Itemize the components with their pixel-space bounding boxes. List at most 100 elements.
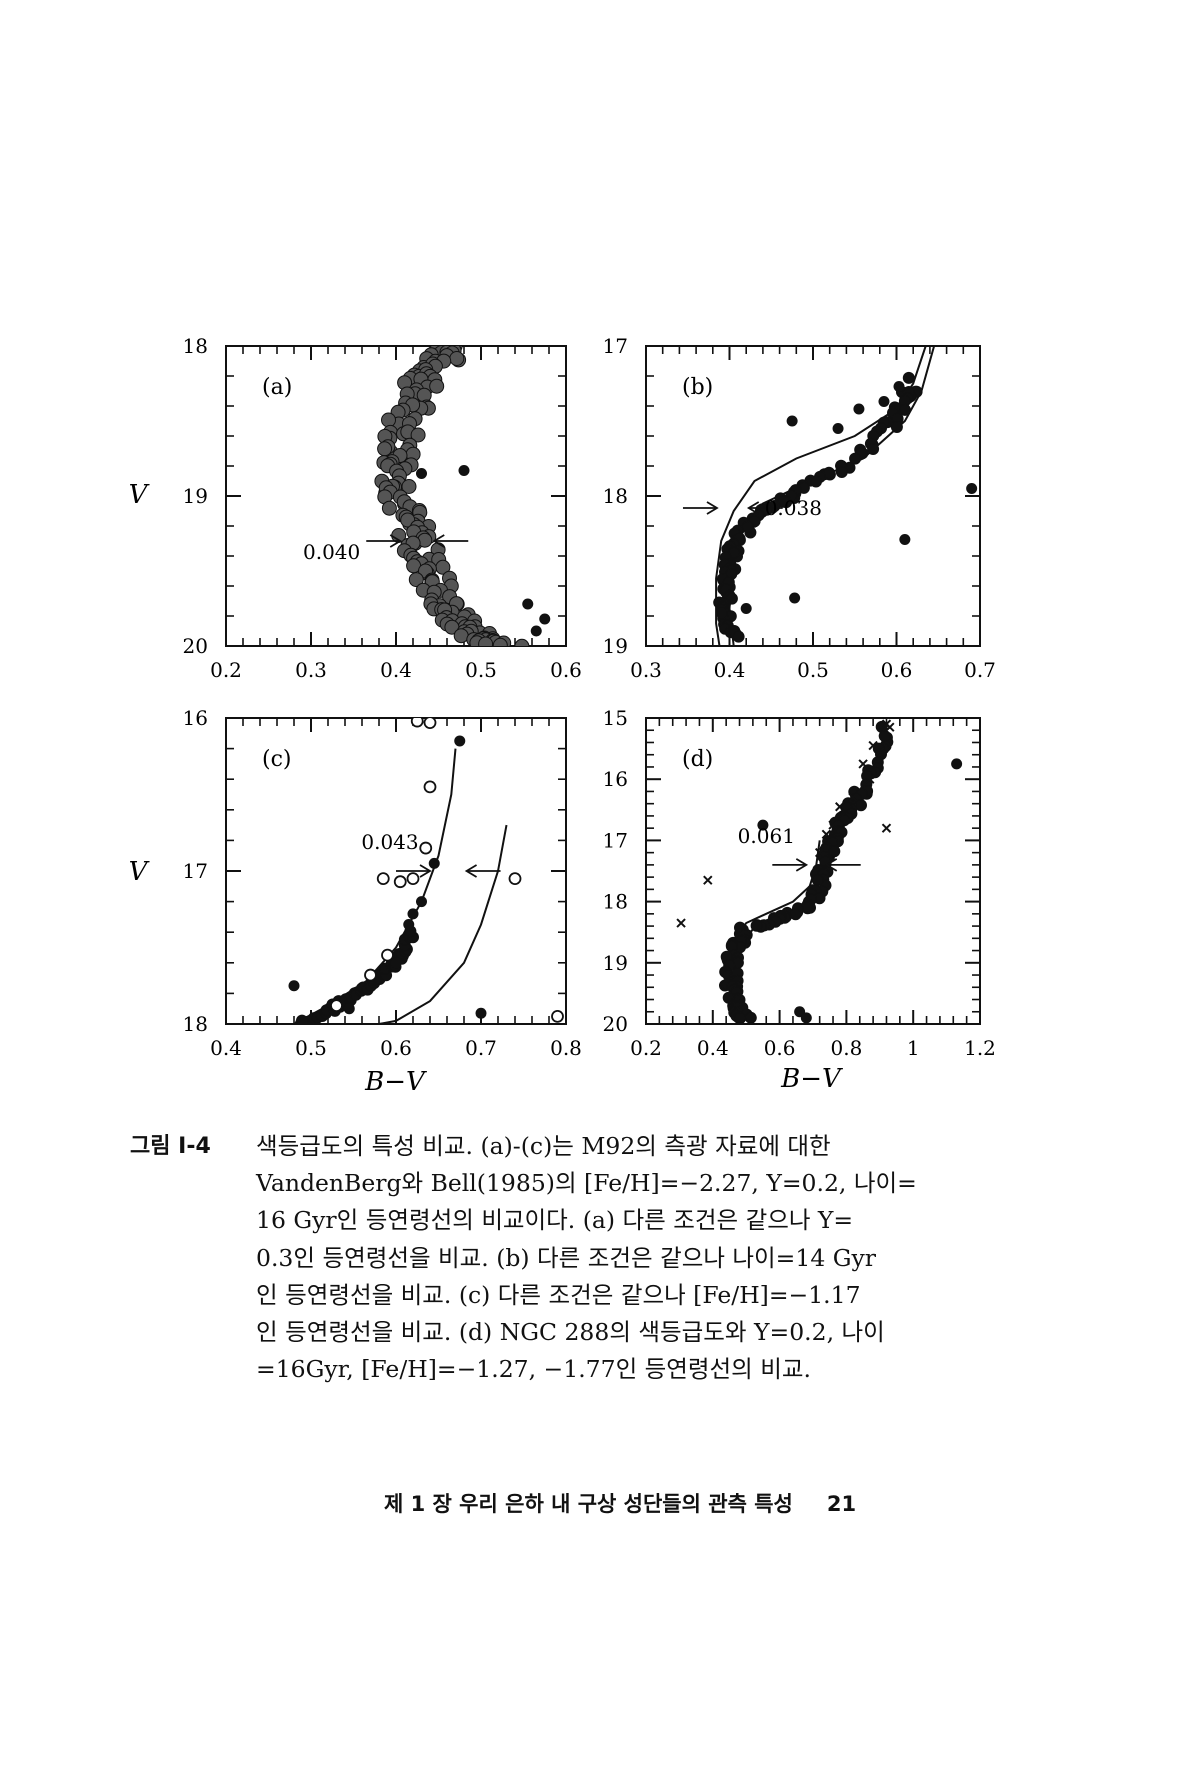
star-point [377,441,393,457]
star-point-cross [865,774,875,784]
width-arrow-left-head [389,534,402,548]
panel-tag: (a) [262,375,292,400]
x-tick-label: 1.2 [964,1036,996,1060]
y-tick-label: 18 [603,890,628,914]
star-point-filled [343,1003,355,1015]
star-point [750,919,763,932]
star-point-filled [428,857,440,869]
width-label: 0.043 [361,830,418,854]
star-point-open [508,872,522,886]
y-tick-label: 16 [603,767,628,791]
star-point [429,378,445,394]
y-tick-label: 19 [603,951,628,975]
star-point-filled [475,1007,487,1019]
star-point-filled [407,908,419,920]
panel-tag: (b) [682,375,713,400]
y-tick-label: 19 [603,634,628,658]
star-point-open [330,999,343,1013]
star-point-filled [454,735,466,747]
star-point [734,1012,747,1024]
star-point-open [393,875,407,889]
caption-line: 0.3인 등연령선을 비교. (b) 다른 조건은 같으나 나이=14 Gyr [256,1243,877,1272]
star-point [744,1011,757,1024]
x-tick-label: 0.5 [797,658,829,682]
star-point [741,520,754,533]
star-point [810,475,822,488]
star-point [867,443,880,455]
figure-caption: 그림 I-4 색등급도의 특성 비교. (a)-(c)는 M92의 측광 자료에… [130,1128,1030,1388]
width-arrow-right-head [464,864,478,878]
x-tick-label: 0.4 [714,658,746,682]
v-axis-label-top: V [129,480,150,510]
star-point [381,500,397,516]
star-point-cross [676,918,686,928]
star-point [902,371,915,384]
y-tick-label: 17 [183,859,208,883]
running-title: 제 1 장 우리 은하 내 구상 성단들의 관측 특성 [384,1492,793,1516]
x-tick-label: 0.4 [380,658,412,682]
star-point-cross [703,875,713,885]
star-point-cross [858,759,868,769]
isochrone-line [378,824,508,1024]
star-point-filled [740,603,752,614]
star-point [811,874,824,887]
star-point-filled [416,468,427,479]
x-tick-label: 0.8 [550,1036,582,1060]
x-tick-label: 0.5 [295,1036,327,1060]
star-point-filled [800,1012,812,1024]
star-point-open [551,1009,564,1023]
x-tick-label: 0.2 [630,1036,662,1060]
star-point [410,427,426,443]
star-point-filled [951,758,963,770]
star-point-cross [885,722,895,732]
star-point-filled [878,396,890,407]
star-point-filled [786,415,798,427]
star-point [878,730,891,742]
star-point [449,351,465,366]
width-label: 0.061 [738,824,795,848]
y-tick-label: 16 [183,706,208,730]
star-point-filled [893,381,905,392]
x-tick-label: 0.6 [881,658,913,682]
star-point-open [419,841,433,855]
star-point-open [410,718,424,728]
star-point [492,637,508,646]
width-label: 0.040 [303,540,360,564]
panel-a: 0.2 0.3 0.4 0.5 0.6 18 19 20 (a) 0.040 [183,334,582,682]
star-point [408,572,424,588]
page-footer: 제 1 장 우리 은하 내 구상 성단들의 관측 특성 21 [384,1488,856,1518]
x-tick-label: 0.5 [465,658,497,682]
x-tick-label: 0.3 [630,658,662,682]
width-arrow-right-head [746,501,760,515]
panel-tag: (c) [262,747,292,772]
star-point-cross [814,847,825,858]
star-point-filled [832,423,844,434]
caption-body: 색등급도의 특성 비교. (a)-(c)는 M92의 측광 자료에 대한 Van… [256,1128,1030,1388]
star-point-filled [966,483,978,494]
star-point-filled [899,534,911,545]
y-tick-label: 18 [603,484,628,508]
star-point-filled [789,592,801,604]
width-arrow-right-head [432,534,445,548]
star-point-filled [297,1016,308,1024]
bv-axis-label-right: B−V [780,1064,843,1094]
panel-tag: (d) [682,747,713,772]
x-tick-label: 0.4 [697,1036,729,1060]
star-point [478,636,494,646]
star-point-cross [848,792,858,803]
caption-line: 인 등연령선을 비교. (d) NGC 288의 색등급도와 Y=0.2, 나이 [256,1318,885,1347]
bv-axis-label-left: B−V [364,1067,427,1097]
width-arrow-left-head [419,864,432,878]
width-label: 0.038 [765,496,822,520]
star-point-filled [522,598,534,610]
star-point-open [381,948,394,962]
star-point [732,630,745,643]
star-point [835,466,848,478]
plot-area [713,346,978,646]
star-point-filled [416,896,427,908]
star-point-open [423,780,437,794]
y-tick-label: 18 [183,1012,208,1036]
x-tick-label: 0.3 [295,658,327,682]
x-tick-label: 0.6 [550,658,582,682]
